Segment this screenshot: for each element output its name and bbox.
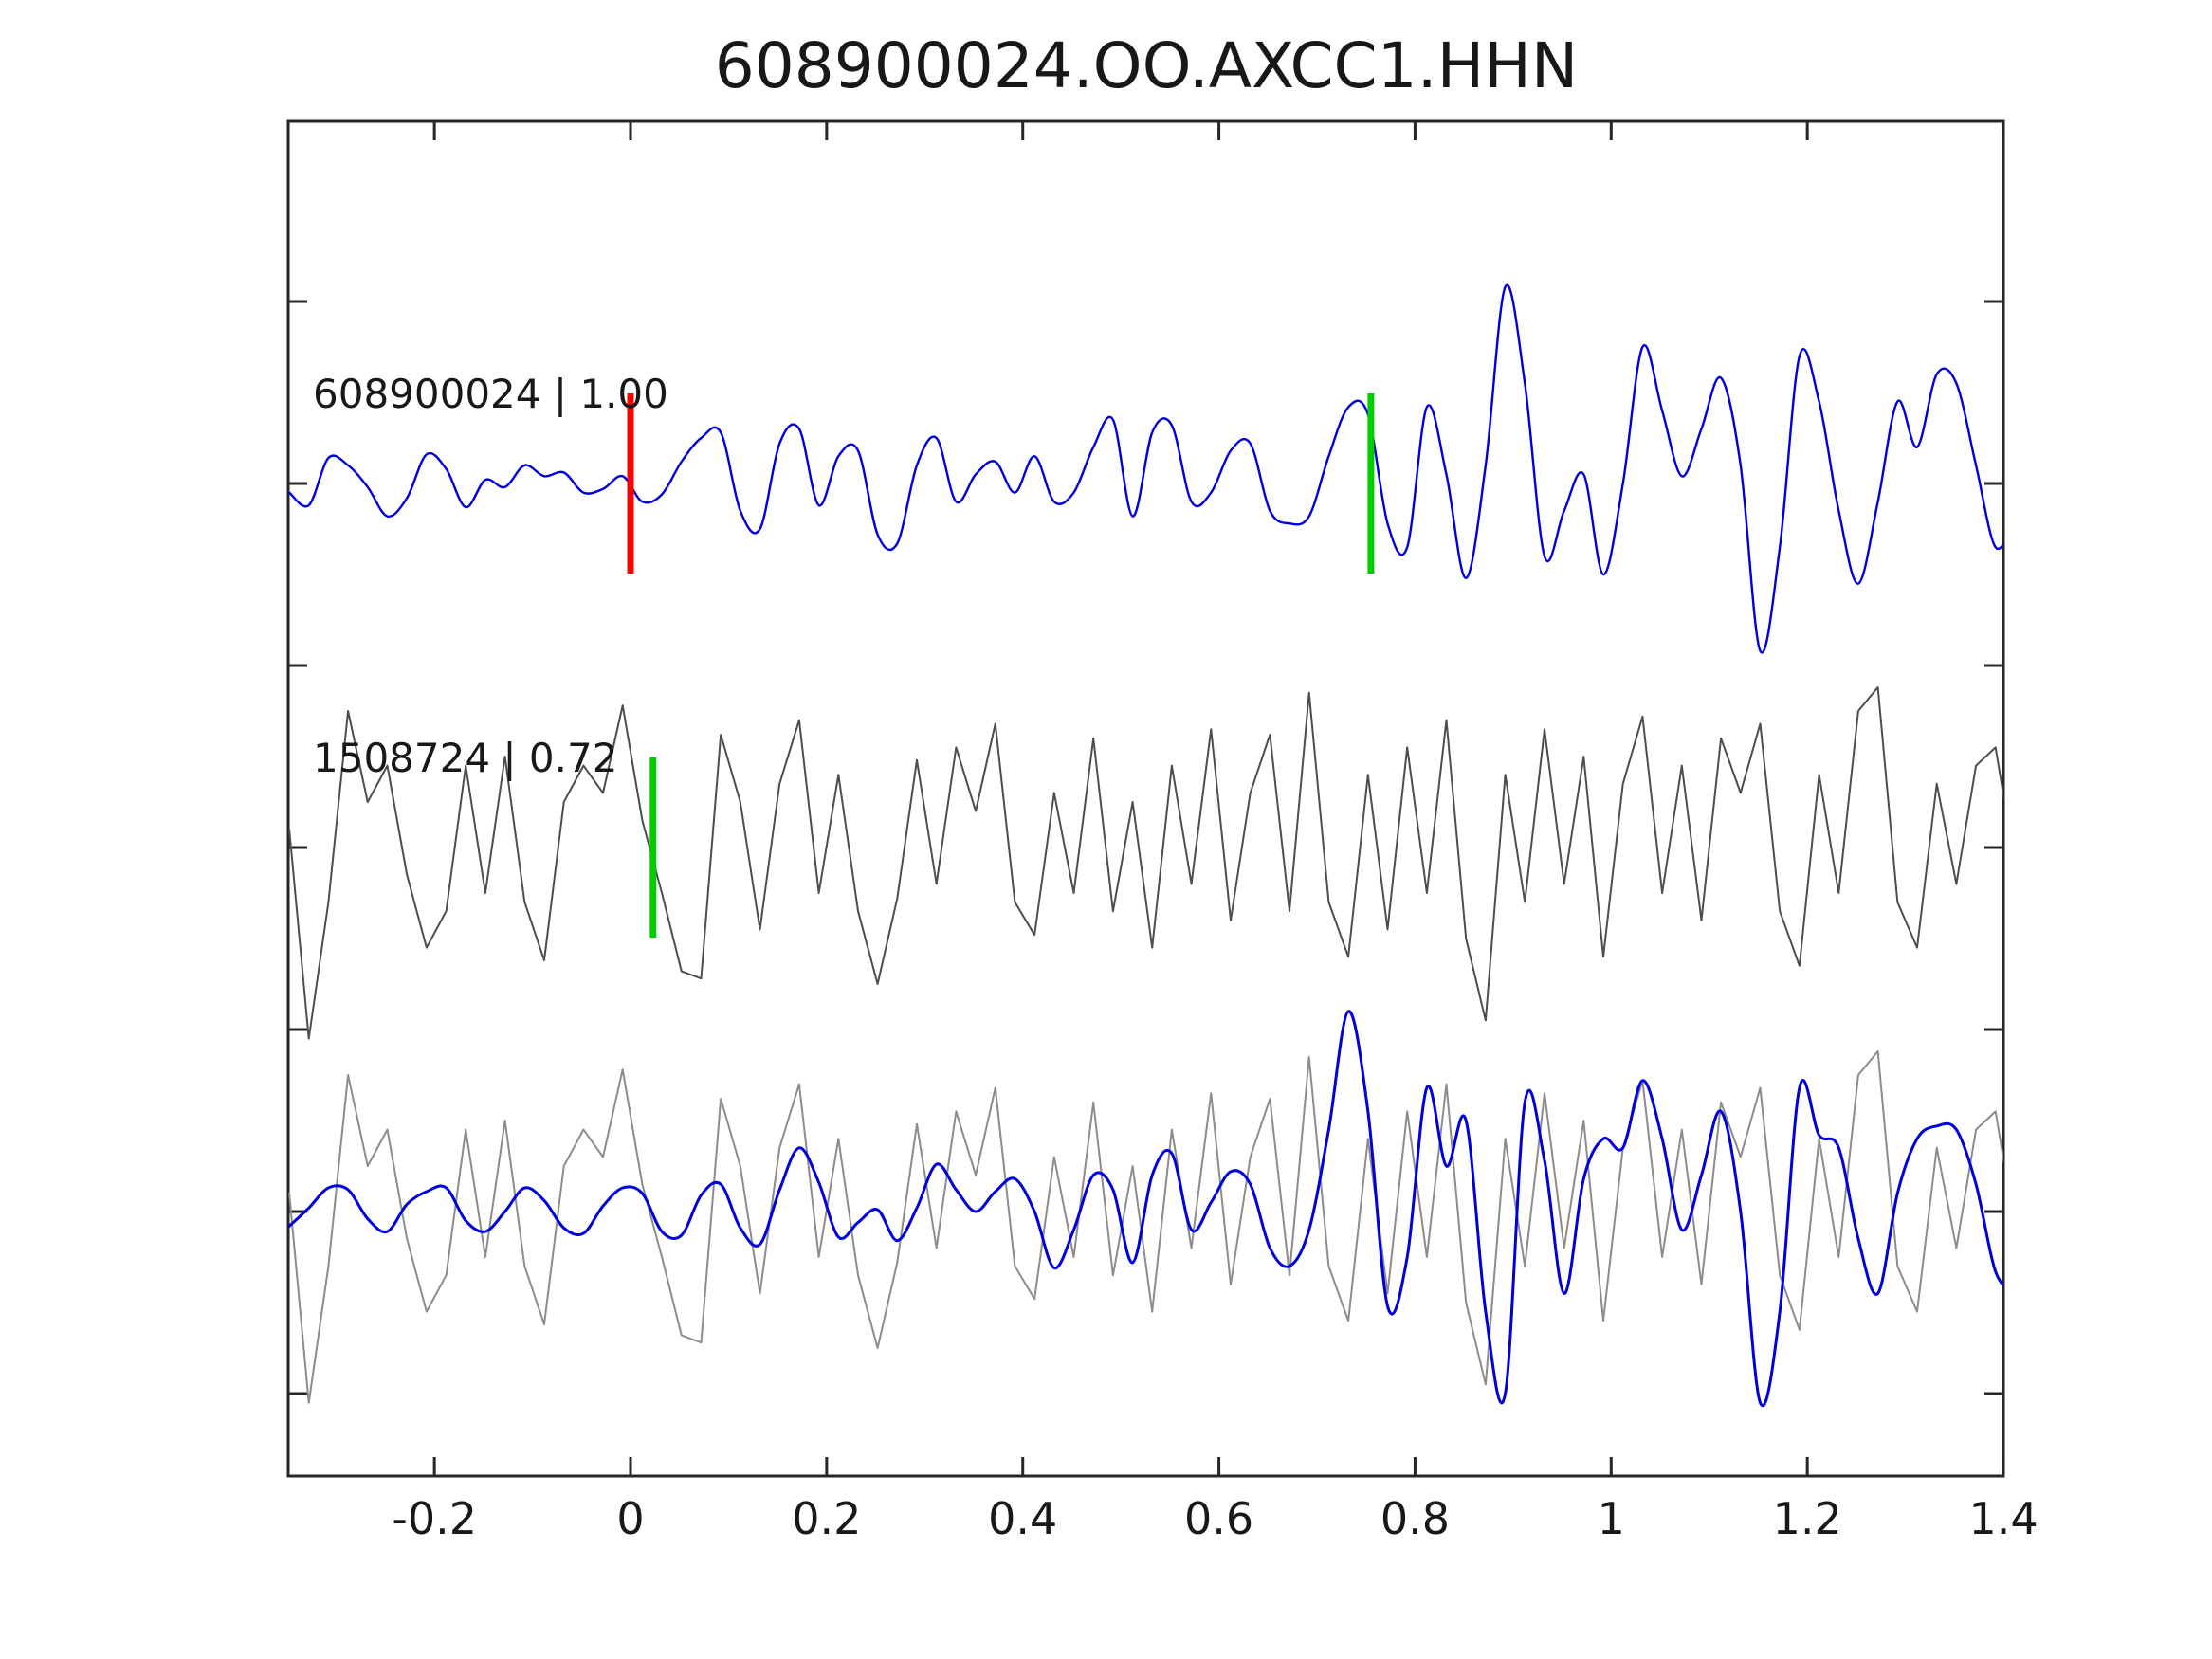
overlay-aligned-reference-trace — [288, 1010, 2003, 1407]
x-tick-label: 1.2 — [1773, 1493, 1842, 1544]
x-tick-label: 0.2 — [792, 1493, 861, 1544]
reference-trace-label: 608900024 | 1.00 — [313, 371, 668, 417]
pick-markers — [627, 393, 1375, 938]
x-tick-label: 0.8 — [1380, 1493, 1450, 1544]
candidate-trace — [288, 686, 2003, 1040]
overlay-candidate-trace — [288, 1050, 2003, 1404]
reference-pick-red-marker — [627, 393, 634, 574]
x-tick-label: 0 — [616, 1493, 644, 1544]
x-tick-label: 1.4 — [1968, 1493, 2038, 1544]
x-tick-labels: -0.2 0 0.2 0.4 0.6 0.8 1 1.2 1.4 — [392, 1493, 2038, 1544]
axis-ticks — [288, 121, 2005, 1476]
x-tick-label: 0.6 — [1184, 1493, 1253, 1544]
x-tick-label: -0.2 — [392, 1493, 477, 1544]
trace-curves — [288, 283, 2003, 1407]
reference-trace — [288, 283, 2003, 654]
candidate-trace-label: 1508724 | 0.72 — [313, 735, 617, 781]
plot-title: 608900024.OO.AXCC1.HHN — [715, 29, 1578, 102]
candidate-pick-green-marker — [649, 757, 657, 938]
x-tick-label: 1 — [1598, 1493, 1625, 1544]
x-tick-label: 0.4 — [988, 1493, 1057, 1544]
reference-pick-green-marker — [1367, 393, 1375, 574]
